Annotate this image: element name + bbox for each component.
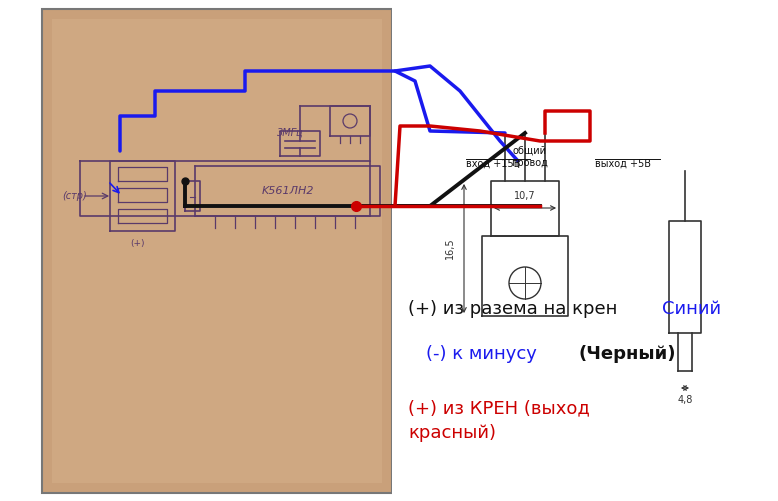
Text: общий
провод: общий провод xyxy=(512,146,548,168)
Text: (-) к минусу: (-) к минусу xyxy=(426,345,542,363)
Text: (Черный): (Черный) xyxy=(579,345,677,363)
Text: 3МГц: 3МГц xyxy=(277,128,303,138)
Text: (+): (+) xyxy=(131,238,145,247)
Text: (+) из разема на крен: (+) из разема на крен xyxy=(408,300,623,318)
Text: (+) из КРЕН (выход
красный): (+) из КРЕН (выход красный) xyxy=(408,399,590,442)
Bar xyxy=(52,19,382,483)
Text: вход +15В: вход +15В xyxy=(466,159,520,169)
Circle shape xyxy=(509,267,541,299)
Text: 4,8: 4,8 xyxy=(678,395,692,405)
Text: (стр): (стр) xyxy=(62,191,87,201)
Text: K561ЛН2: K561ЛН2 xyxy=(261,186,314,196)
Bar xyxy=(392,0,778,501)
Text: Синий: Синий xyxy=(662,300,721,318)
Text: выход +5В: выход +5В xyxy=(595,159,651,169)
Text: 16,5: 16,5 xyxy=(445,237,455,260)
Bar xyxy=(42,9,392,493)
Text: 10,7: 10,7 xyxy=(514,191,536,201)
